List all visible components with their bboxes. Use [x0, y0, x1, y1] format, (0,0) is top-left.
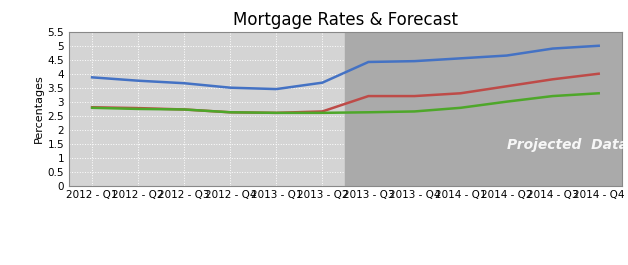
30-Year Fixed Rate Mortgage	[503, 54, 511, 57]
30-Year Fixed Rate Mortgage	[89, 76, 96, 79]
5-Year Adjustable  Rate Mortgage	[273, 111, 280, 114]
5-Year Adjustable  Rate Mortgage	[411, 95, 418, 98]
1-Year Adjustable Rate Mortgage	[134, 107, 142, 111]
5-Year Adjustable  Rate Mortgage	[134, 107, 142, 110]
1-Year Adjustable Rate Mortgage	[411, 110, 418, 113]
1-Year Adjustable Rate Mortgage	[595, 92, 602, 95]
Line: 5-Year Adjustable  Rate Mortgage: 5-Year Adjustable Rate Mortgage	[92, 74, 598, 113]
1-Year Adjustable Rate Mortgage	[89, 106, 96, 109]
5-Year Adjustable  Rate Mortgage	[457, 92, 464, 95]
30-Year Fixed Rate Mortgage	[134, 79, 142, 82]
1-Year Adjustable Rate Mortgage	[227, 111, 234, 114]
5-Year Adjustable  Rate Mortgage	[180, 108, 188, 111]
5-Year Adjustable  Rate Mortgage	[595, 72, 602, 75]
Bar	[345, 32, 622, 186]
30-Year Fixed Rate Mortgage	[365, 60, 372, 64]
1-Year Adjustable Rate Mortgage	[273, 111, 280, 114]
1-Year Adjustable Rate Mortgage	[549, 95, 556, 98]
1-Year Adjustable Rate Mortgage	[318, 111, 326, 114]
30-Year Fixed Rate Mortgage	[595, 44, 602, 47]
Line: 30-Year Fixed Rate Mortgage: 30-Year Fixed Rate Mortgage	[92, 46, 598, 89]
30-Year Fixed Rate Mortgage	[318, 81, 326, 84]
5-Year Adjustable  Rate Mortgage	[365, 95, 372, 98]
5-Year Adjustable  Rate Mortgage	[318, 110, 326, 113]
30-Year Fixed Rate Mortgage	[227, 86, 234, 89]
5-Year Adjustable  Rate Mortgage	[227, 111, 234, 114]
1-Year Adjustable Rate Mortgage	[457, 106, 464, 109]
30-Year Fixed Rate Mortgage	[273, 87, 280, 91]
30-Year Fixed Rate Mortgage	[180, 82, 188, 85]
Y-axis label: Percentages: Percentages	[33, 74, 43, 143]
30-Year Fixed Rate Mortgage	[457, 57, 464, 60]
1-Year Adjustable Rate Mortgage	[503, 100, 511, 103]
5-Year Adjustable  Rate Mortgage	[549, 78, 556, 81]
1-Year Adjustable Rate Mortgage	[180, 108, 188, 111]
Line: 1-Year Adjustable Rate Mortgage: 1-Year Adjustable Rate Mortgage	[92, 93, 598, 113]
30-Year Fixed Rate Mortgage	[411, 60, 418, 63]
5-Year Adjustable  Rate Mortgage	[89, 106, 96, 109]
Text: Projected  Data: Projected Data	[507, 138, 627, 152]
1-Year Adjustable Rate Mortgage	[365, 111, 372, 114]
Title: Mortgage Rates & Forecast: Mortgage Rates & Forecast	[233, 11, 458, 29]
5-Year Adjustable  Rate Mortgage	[503, 85, 511, 88]
30-Year Fixed Rate Mortgage	[549, 47, 556, 50]
